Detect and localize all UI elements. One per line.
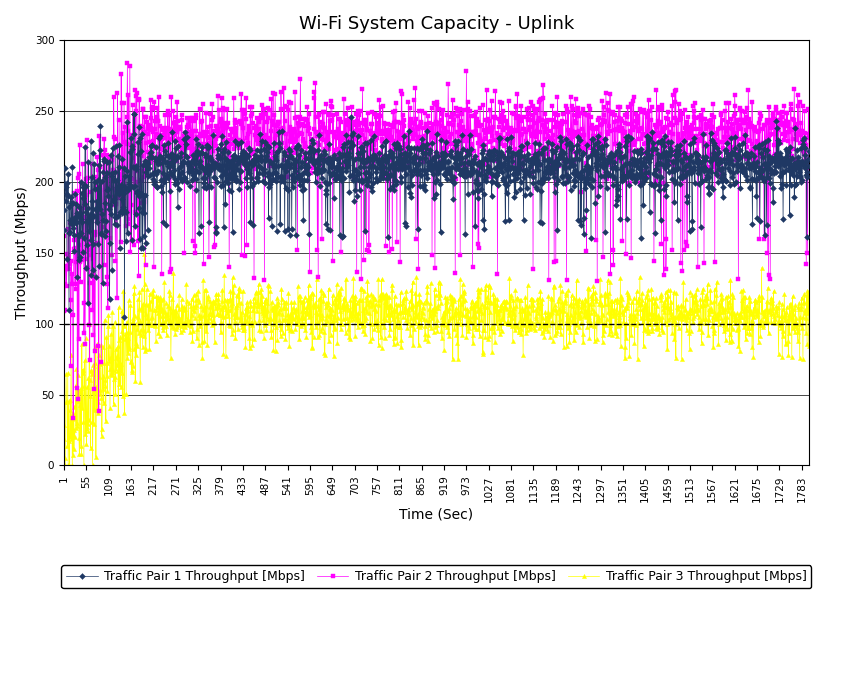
Traffic Pair 3 Throughput [Mbps] — [102, 359, 112, 367]
Traffic Pair 2 Throughput [Mbps] — [364, 240, 374, 249]
Traffic Pair 1 Throughput [Mbps] — [59, 226, 69, 234]
Traffic Pair 1 Throughput [Mbps] — [219, 223, 229, 231]
Traffic Pair 2 Throughput [Mbps] — [68, 414, 79, 422]
Traffic Pair 1 Throughput [Mbps] — [568, 169, 578, 177]
Traffic Pair 2 Throughput [Mbps] — [219, 122, 229, 130]
Traffic Pair 2 Throughput [Mbps] — [59, 232, 69, 240]
Traffic Pair 3 Throughput [Mbps] — [339, 314, 349, 323]
Traffic Pair 2 Throughput [Mbps] — [367, 108, 378, 116]
Line: Traffic Pair 1 Throughput [Mbps]: Traffic Pair 1 Throughput [Mbps] — [62, 111, 810, 319]
Traffic Pair 3 Throughput [Mbps] — [804, 342, 814, 350]
Traffic Pair 3 Throughput [Mbps] — [364, 310, 374, 318]
Title: Wi-Fi System Capacity - Uplink: Wi-Fi System Capacity - Uplink — [299, 15, 574, 33]
Traffic Pair 2 Throughput [Mbps] — [102, 151, 112, 159]
Traffic Pair 1 Throughput [Mbps] — [101, 158, 111, 166]
Traffic Pair 2 Throughput [Mbps] — [568, 105, 578, 113]
X-axis label: Time (Sec): Time (Sec) — [399, 507, 473, 521]
Traffic Pair 1 Throughput [Mbps] — [129, 110, 139, 118]
Traffic Pair 3 Throughput [Mbps] — [367, 334, 378, 342]
Traffic Pair 3 Throughput [Mbps] — [219, 301, 229, 310]
Traffic Pair 2 Throughput [Mbps] — [122, 59, 132, 67]
Traffic Pair 3 Throughput [Mbps] — [568, 302, 578, 310]
Y-axis label: Throughput (Mbps): Throughput (Mbps) — [15, 186, 29, 319]
Traffic Pair 2 Throughput [Mbps] — [339, 129, 349, 137]
Traffic Pair 1 Throughput [Mbps] — [119, 313, 130, 321]
Traffic Pair 1 Throughput [Mbps] — [367, 154, 378, 162]
Traffic Pair 1 Throughput [Mbps] — [804, 147, 814, 155]
Line: Traffic Pair 2 Throughput [Mbps]: Traffic Pair 2 Throughput [Mbps] — [62, 61, 810, 420]
Traffic Pair 1 Throughput [Mbps] — [364, 163, 374, 171]
Traffic Pair 1 Throughput [Mbps] — [339, 232, 349, 240]
Legend: Traffic Pair 1 Throughput [Mbps], Traffic Pair 2 Throughput [Mbps], Traffic Pair: Traffic Pair 1 Throughput [Mbps], Traffi… — [61, 565, 811, 588]
Traffic Pair 3 Throughput [Mbps] — [60, 461, 70, 469]
Traffic Pair 3 Throughput [Mbps] — [139, 251, 149, 259]
Traffic Pair 3 Throughput [Mbps] — [59, 420, 69, 428]
Traffic Pair 2 Throughput [Mbps] — [804, 130, 814, 139]
Line: Traffic Pair 3 Throughput [Mbps]: Traffic Pair 3 Throughput [Mbps] — [62, 253, 810, 467]
